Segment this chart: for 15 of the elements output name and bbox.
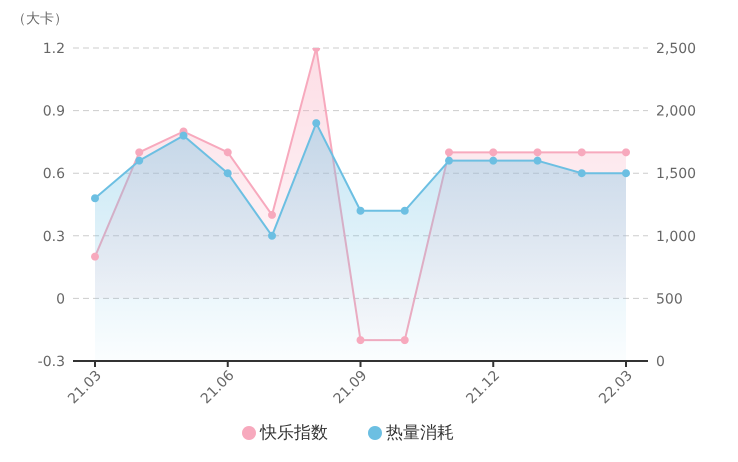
y-tick-label: 0.6	[42, 166, 66, 182]
y-tick-label: -0.3	[38, 354, 65, 370]
legend-label: 热量消耗	[386, 423, 454, 443]
y2-tick-label: 500	[656, 291, 683, 308]
y-tick-label: 0	[56, 291, 65, 308]
y2-tick-label: 1,500	[656, 166, 696, 182]
y-axis-title: （大卡）	[12, 10, 68, 28]
y-tick-label: 1.2	[42, 40, 65, 57]
legend-label: 快乐指数	[260, 423, 328, 443]
y2-tick-label: 1,000	[656, 228, 696, 245]
y2-tick-label: 0	[656, 354, 665, 370]
y-tick-label: 0.9	[42, 104, 65, 120]
y2-tick-label: 2,000	[656, 104, 696, 120]
y2-tick-label: 2,500	[656, 40, 696, 57]
y-tick-label: 0.3	[42, 228, 65, 245]
